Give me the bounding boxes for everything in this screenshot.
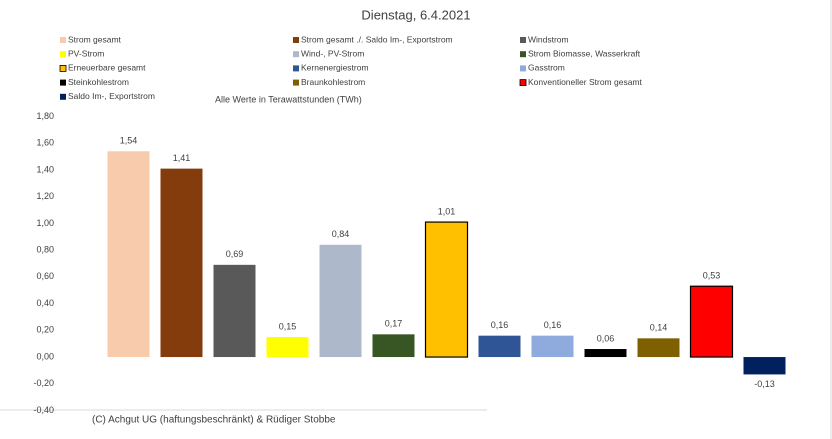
- y-tick-label: 1,40: [36, 164, 54, 174]
- value-label: 1,01: [438, 206, 456, 216]
- legend-swatch: [60, 93, 66, 100]
- y-tick-label: 0,40: [36, 298, 54, 308]
- value-label: 0,69: [226, 249, 244, 259]
- value-label: 0,84: [332, 229, 350, 239]
- y-tick-label: 1,80: [36, 111, 54, 121]
- legend-label: Erneuerbare gesamt: [68, 63, 146, 73]
- legend-label: Steinkohlestrom: [68, 77, 129, 87]
- legend-swatch: [519, 79, 527, 86]
- legend-label: Gasstrom: [528, 63, 565, 73]
- value-label: 0,06: [597, 333, 615, 343]
- y-tick-label: 1,00: [36, 218, 54, 228]
- value-label: 1,54: [120, 136, 138, 146]
- y-tick-label: 1,60: [36, 138, 54, 148]
- bar: [266, 337, 309, 358]
- legend-label: PV-Strom: [68, 48, 104, 58]
- value-label: 0,16: [544, 320, 562, 330]
- bar: [584, 349, 627, 358]
- bar: [637, 338, 680, 358]
- y-tick-label: 0,00: [36, 351, 54, 361]
- legend-swatch: [293, 79, 299, 86]
- legend-swatch: [60, 37, 66, 43]
- value-label: 1,41: [173, 153, 191, 163]
- bar: [107, 151, 150, 358]
- legend-label: Braunkohlestrom: [301, 77, 365, 87]
- y-tick-label: 0,60: [36, 271, 54, 281]
- bar: [478, 335, 521, 358]
- y-tick-label: 0,80: [36, 245, 54, 255]
- y-tick-label: 1,20: [36, 191, 54, 201]
- y-tick-label: -0,40: [33, 405, 54, 415]
- value-label: 0,53: [703, 271, 721, 281]
- legend-label: Wind-, PV-Strom: [301, 48, 364, 58]
- bar: [213, 264, 256, 358]
- legend-swatch: [293, 37, 299, 43]
- value-label: 0,15: [279, 321, 297, 331]
- legend-swatch: [520, 37, 526, 43]
- legend-label: Konventioneller Strom gesamt: [528, 77, 643, 87]
- legend: Strom gesamt Strom gesamt ./. Saldo Im-, …: [59, 34, 643, 101]
- footer: (C) Achgut UG (haftungsbeschränkt) & Rüd…: [92, 415, 336, 426]
- bar: [424, 221, 469, 358]
- legend-label: Kernenergiestrom: [301, 63, 369, 73]
- legend-swatch: [293, 51, 299, 58]
- legend-swatch: [520, 51, 526, 58]
- value-label: 0,17: [385, 319, 403, 329]
- bar: [689, 285, 734, 358]
- y-tick-label: -0,20: [33, 378, 54, 388]
- bar: [372, 334, 415, 358]
- annotation: Alle Werte in Terawattstunden (TWh): [215, 94, 362, 104]
- legend-swatch: [60, 51, 66, 58]
- legend-label: Strom gesamt ./. Saldo Im-, Exportstrom: [301, 34, 453, 44]
- legend-swatch: [59, 65, 67, 72]
- value-label: 0,16: [491, 320, 509, 330]
- bar: [160, 168, 203, 358]
- legend-label: Strom gesamt: [68, 34, 122, 44]
- legend-label: Saldo Im-, Exportstrom: [68, 91, 155, 101]
- bar: [743, 357, 786, 375]
- legend-swatch: [520, 65, 526, 72]
- legend-swatch: [60, 79, 66, 86]
- legend-label: Strom Biomasse, Wasserkraft: [528, 48, 641, 58]
- chart-title: Dienstag, 6.4.2021: [361, 7, 470, 22]
- value-label: -0,13: [754, 379, 775, 389]
- bar: [319, 244, 362, 358]
- y-tick-label: 0,20: [36, 325, 54, 335]
- legend-label: Windstrom: [528, 34, 569, 44]
- legend-swatch: [293, 65, 299, 72]
- bar: [531, 335, 574, 358]
- value-label: 0,14: [650, 323, 668, 333]
